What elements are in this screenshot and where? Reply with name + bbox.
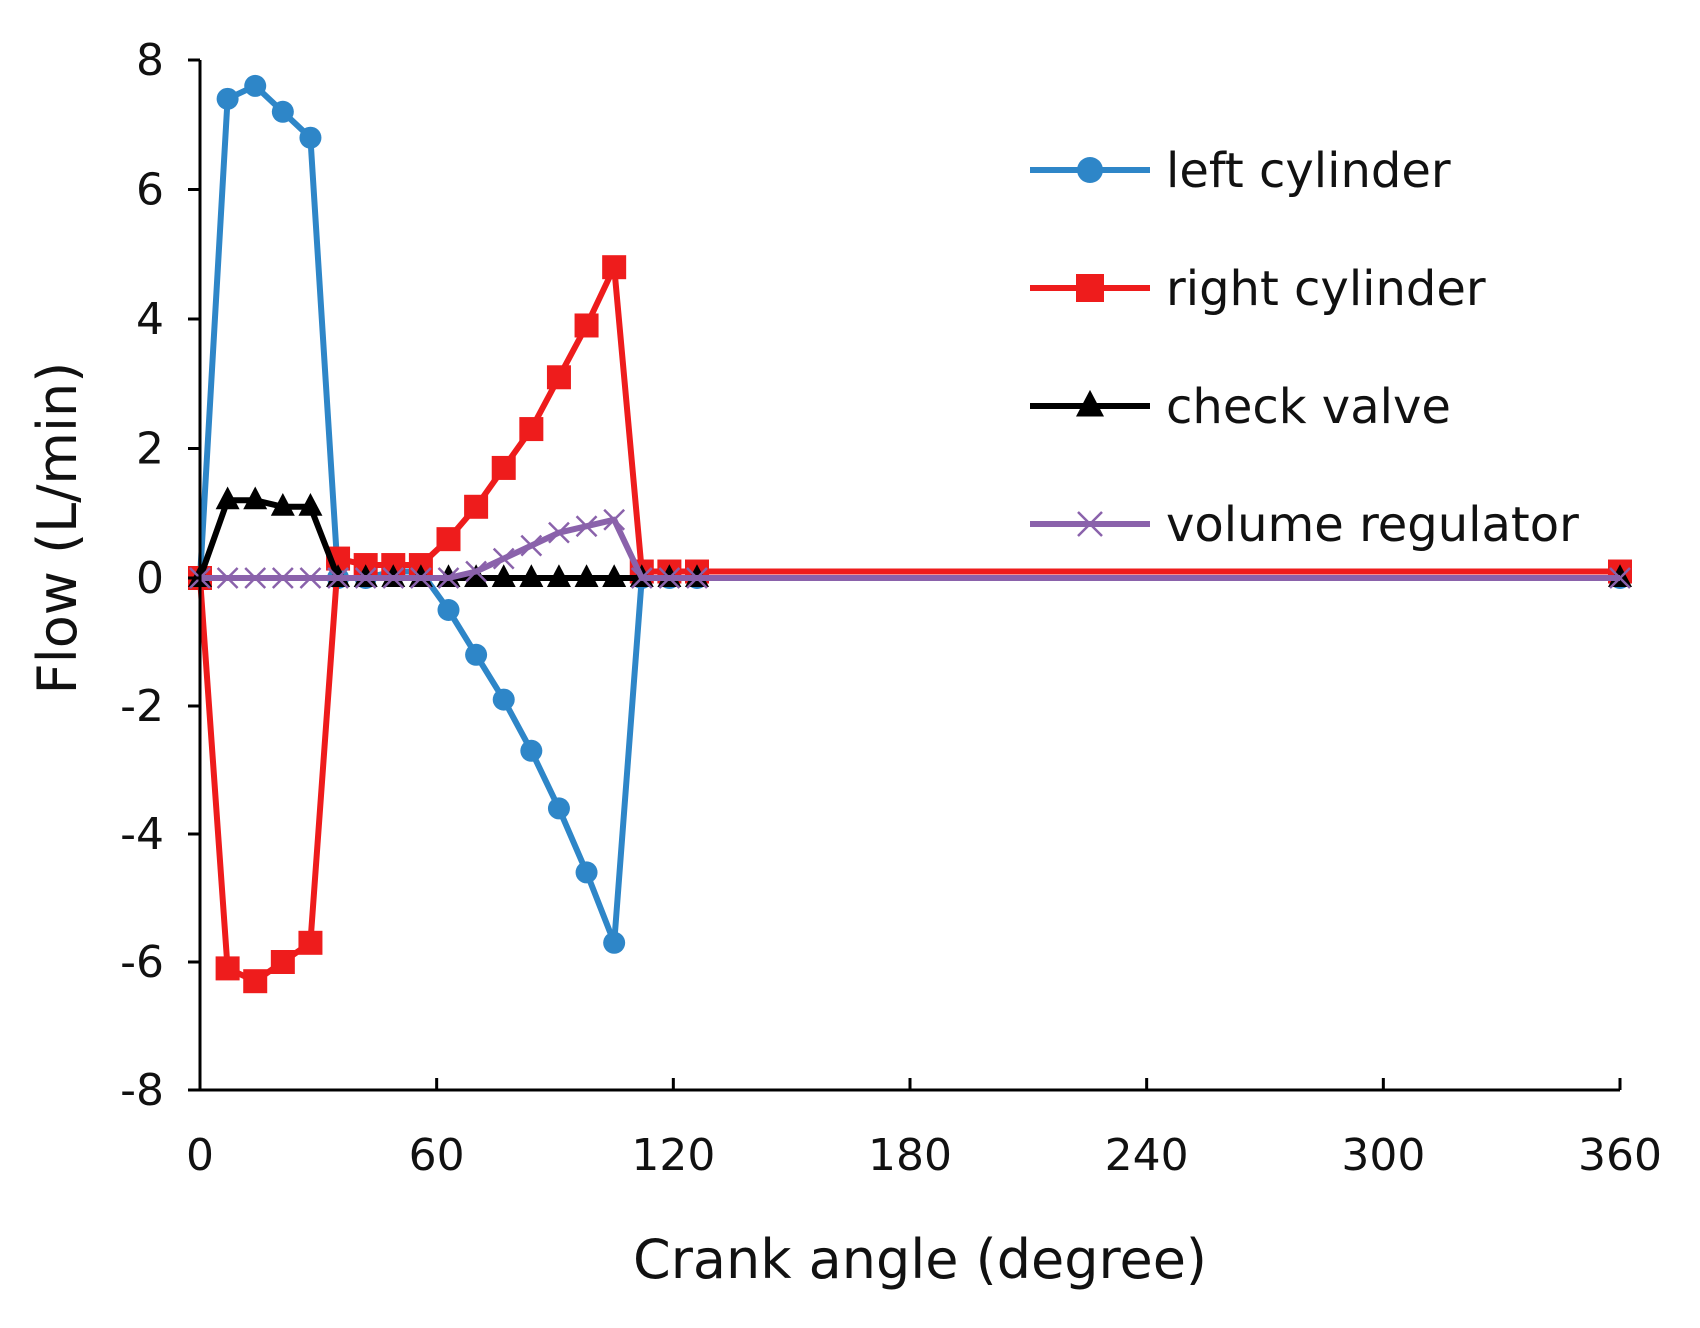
data-point <box>546 365 571 390</box>
data-point <box>464 564 489 587</box>
legend-item: volume regulator <box>1030 497 1579 553</box>
x-axis-title: Crank angle (degree) <box>633 1228 1207 1291</box>
data-point <box>603 508 626 531</box>
x-tick-label: 360 <box>1578 1130 1662 1181</box>
data-point <box>491 564 516 587</box>
data-point <box>686 567 708 589</box>
y-tick-label: 8 <box>136 35 164 86</box>
x-tick-label: 300 <box>1341 1130 1425 1181</box>
y-tick-label: -4 <box>120 809 164 860</box>
x-tick-label: 0 <box>186 1130 214 1181</box>
data-point <box>216 567 239 589</box>
data-point <box>243 486 268 510</box>
legend-label: right cylinder <box>1166 261 1486 317</box>
data-point <box>216 87 239 110</box>
series-volume-regulator <box>189 508 1631 589</box>
legend-label: left cylinder <box>1166 143 1451 199</box>
series-line <box>197 264 1620 985</box>
data-point <box>603 931 626 954</box>
data-point <box>271 100 294 123</box>
data-point <box>270 950 295 974</box>
y-tick-label: -6 <box>120 937 164 988</box>
data-point <box>354 567 377 589</box>
y-tick-label: 6 <box>136 165 164 216</box>
legend-label: check valve <box>1166 379 1451 435</box>
x-tick-label: 180 <box>868 1130 952 1181</box>
data-point <box>546 564 571 587</box>
data-point <box>574 564 599 587</box>
data-point <box>630 567 653 589</box>
data-point <box>244 567 267 589</box>
data-point <box>270 492 295 516</box>
data-point <box>574 313 599 338</box>
legend: left cylinder right cylinder check valve vo… <box>1030 143 1579 553</box>
data-point <box>520 739 543 762</box>
data-point <box>436 527 461 552</box>
legend-marker <box>1076 389 1104 417</box>
y-tick-label: 2 <box>136 424 164 475</box>
data-point <box>437 567 460 589</box>
x-tick-label: 120 <box>631 1130 715 1181</box>
data-point <box>602 564 627 587</box>
data-point <box>299 567 322 589</box>
data-point <box>547 797 570 820</box>
series-right-cylinder <box>188 255 1632 994</box>
data-point <box>575 861 598 884</box>
x-tick-label: 240 <box>1105 1130 1189 1181</box>
data-point <box>548 521 570 544</box>
data-point <box>492 547 515 570</box>
data-point <box>382 567 405 589</box>
data-point <box>1609 567 1631 589</box>
y-tick-label: 4 <box>136 294 164 345</box>
data-point <box>519 564 544 587</box>
tick-labels: 8 6 4 2 0 -2 -4 -6 -8 0 60 120 180 240 300 360 <box>120 35 1662 1181</box>
data-point <box>244 74 267 97</box>
data-point <box>602 255 627 280</box>
legend-label: volume regulator <box>1166 497 1579 553</box>
legend-item: check valve <box>1030 379 1451 435</box>
y-axis-title: Flow (L/min) <box>26 362 89 695</box>
legend-marker <box>1076 274 1104 302</box>
x-tick-label: 60 <box>409 1130 465 1181</box>
y-tick-label: -2 <box>120 681 164 732</box>
data-point <box>215 486 240 510</box>
legend-item: right cylinder <box>1030 261 1486 317</box>
data-point <box>575 515 598 538</box>
data-point <box>492 688 515 711</box>
legend-marker <box>1077 157 1103 183</box>
data-point <box>298 492 323 516</box>
data-point <box>520 534 543 557</box>
data-point <box>271 567 294 589</box>
data-point <box>464 494 489 519</box>
data-point <box>465 560 487 583</box>
legend-item: left cylinder <box>1030 143 1451 199</box>
data-point <box>327 567 349 589</box>
data-point <box>491 455 516 480</box>
series-layer <box>188 74 1632 994</box>
axes <box>188 58 1622 1092</box>
data-point <box>243 969 268 994</box>
data-point <box>437 599 460 621</box>
data-point <box>658 567 681 589</box>
data-point <box>410 567 432 589</box>
y-tick-label: -8 <box>120 1065 164 1116</box>
data-point <box>299 126 322 149</box>
y-tick-label: 0 <box>136 553 164 604</box>
data-point <box>465 643 488 666</box>
data-point <box>519 417 544 442</box>
legend-marker <box>1077 511 1103 537</box>
series-line <box>200 516 1620 581</box>
data-point <box>215 956 240 981</box>
data-point <box>298 930 323 955</box>
